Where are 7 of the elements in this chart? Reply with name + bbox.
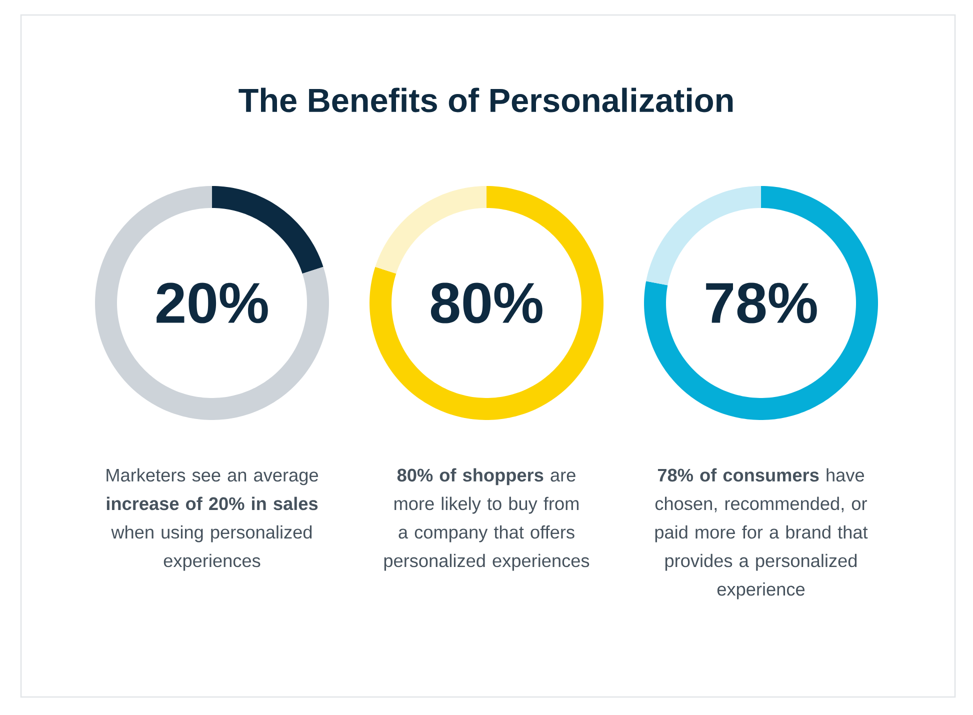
- text: Marketers see an average increase of 20% in sales when using personalized experiences: [106, 468, 318, 571]
- text: 80% of shoppers are more likely to buy from a company that offers personalized experiences: [384, 468, 590, 571]
- data-label: 20%: [156, 282, 268, 324]
- text: 78% of consumers have chosen, recommended, or paid more for a brand that provides a personalized experience: [655, 468, 868, 600]
- data-label: 78%: [706, 282, 817, 324]
- text: The Benefits of Personalization: [238, 88, 733, 112]
- data-label: 80%: [430, 282, 542, 324]
